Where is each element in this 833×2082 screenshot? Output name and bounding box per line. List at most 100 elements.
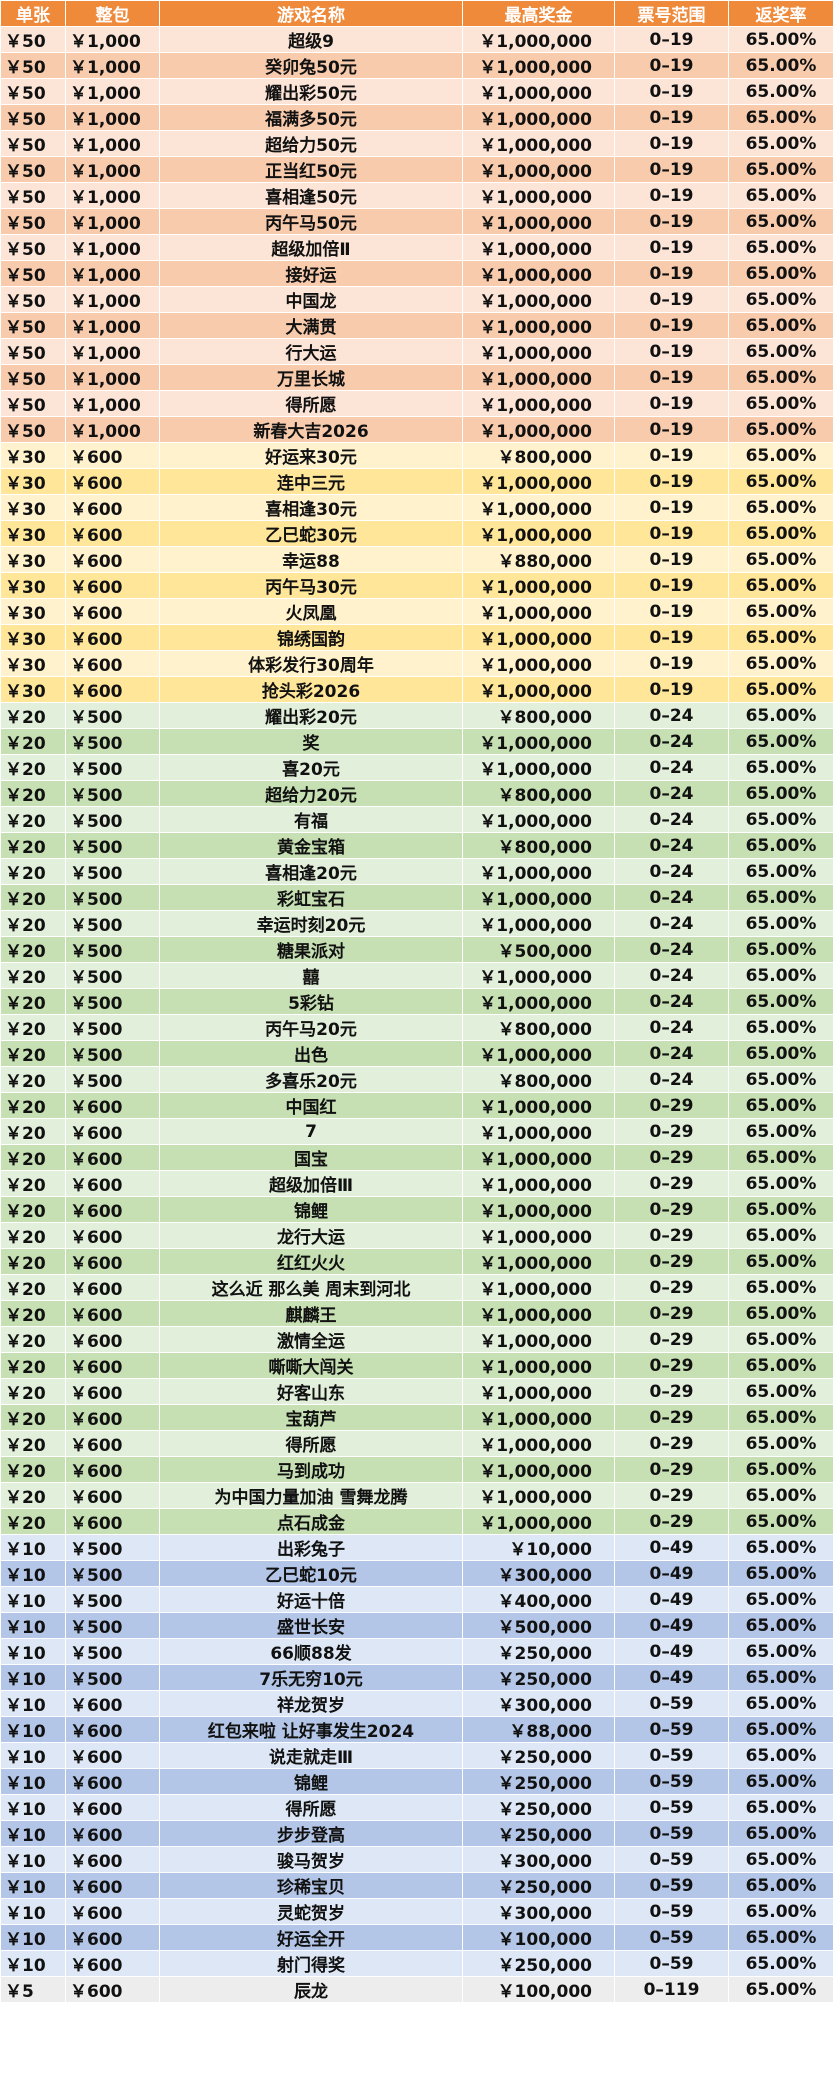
- table-cell: ￥20: [0, 1430, 66, 1457]
- table-cell: ￥1,000,000: [462, 520, 615, 547]
- table-row: ￥20 ￥600 国宝 ￥1,000,000 0–29 65.00%: [0, 1144, 833, 1171]
- table-cell: ￥1,000: [65, 234, 160, 261]
- table-cell: 超给力50元: [159, 130, 463, 157]
- table-cell: 这么近 那么美 周末到河北: [159, 1274, 463, 1301]
- table-cell: 丙午马50元: [159, 208, 463, 235]
- table-cell: ￥30: [0, 624, 66, 651]
- table-cell: ￥600: [65, 1456, 160, 1483]
- table-cell: ￥1,000,000: [462, 52, 615, 79]
- table-cell: 65.00%: [728, 546, 833, 573]
- table-cell: ￥20: [0, 1352, 66, 1379]
- table-cell: ￥1,000,000: [462, 598, 615, 625]
- table-cell: ￥30: [0, 650, 66, 677]
- table-cell: ￥600: [65, 1482, 160, 1509]
- table-cell: ￥30: [0, 546, 66, 573]
- table-cell: ￥300,000: [462, 1690, 615, 1717]
- table-cell: ￥1,000,000: [462, 1144, 615, 1171]
- table-cell: ￥600: [65, 1144, 160, 1171]
- table-cell: ￥10: [0, 1924, 66, 1951]
- table-cell: ￥500: [65, 910, 160, 937]
- table-cell: ￥10: [0, 1638, 66, 1665]
- table-cell: ￥250,000: [462, 1820, 615, 1847]
- table-cell: ￥600: [65, 1976, 160, 2003]
- table-row: ￥50 ￥1,000 接好运 ￥1,000,000 0–19 65.00%: [0, 260, 833, 287]
- table-cell: ￥1,000,000: [462, 182, 615, 209]
- table-row: ￥20 ￥600 马到成功 ￥1,000,000 0–29 65.00%: [0, 1456, 833, 1483]
- table-cell: ￥1,000: [65, 52, 160, 79]
- table-cell: ￥10: [0, 1950, 66, 1977]
- table-cell: 65.00%: [728, 1456, 833, 1483]
- table-cell: ￥500: [65, 728, 160, 755]
- table-row: ￥10 ￥600 灵蛇贺岁 ￥300,000 0–59 65.00%: [0, 1898, 833, 1925]
- table-cell: ￥100,000: [462, 1976, 615, 2003]
- table-cell: ￥20: [0, 1144, 66, 1171]
- table-cell: 65.00%: [728, 52, 833, 79]
- table-cell: 锦鲤: [159, 1196, 463, 1223]
- table-row: ￥20 ￥600 锦鲤 ￥1,000,000 0–29 65.00%: [0, 1196, 833, 1223]
- table-cell: 喜相逢30元: [159, 494, 463, 521]
- table-cell: ￥10: [0, 1534, 66, 1561]
- table-cell: 65.00%: [728, 676, 833, 703]
- table-cell: ￥600: [65, 1716, 160, 1743]
- table-cell: 0–19: [614, 390, 729, 417]
- table-cell: ￥10: [0, 1898, 66, 1925]
- table-cell: ￥50: [0, 390, 66, 417]
- table-cell: 0–24: [614, 1014, 729, 1041]
- table-cell: ￥600: [65, 1508, 160, 1535]
- table-cell: 65.00%: [728, 1430, 833, 1457]
- table-cell: ￥500: [65, 702, 160, 729]
- table-cell: ￥250,000: [462, 1872, 615, 1899]
- table-cell: ￥20: [0, 1404, 66, 1431]
- table-cell: 超给力20元: [159, 780, 463, 807]
- table-cell: 65.00%: [728, 780, 833, 807]
- table-cell: ￥20: [0, 1482, 66, 1509]
- table-cell: ￥1,000,000: [462, 1430, 615, 1457]
- table-cell: 丙午马30元: [159, 572, 463, 599]
- table-cell: ￥20: [0, 858, 66, 885]
- table-cell: ￥600: [65, 1924, 160, 1951]
- table-cell: 红包来啦 让好事发生2024: [159, 1716, 463, 1743]
- table-cell: ￥600: [65, 1846, 160, 1873]
- table-row: ￥10 ￥600 射门得奖 ￥250,000 0–59 65.00%: [0, 1950, 833, 1977]
- table-row: ￥50 ￥1,000 喜相逢50元 ￥1,000,000 0–19 65.00%: [0, 182, 833, 209]
- table-row: ￥20 ￥600 激情全运 ￥1,000,000 0–29 65.00%: [0, 1326, 833, 1353]
- table-cell: ￥600: [65, 1170, 160, 1197]
- table-cell: 0–19: [614, 104, 729, 131]
- table-cell: ￥500: [65, 858, 160, 885]
- table-row: ￥10 ￥500 66顺88发 ￥250,000 0–49 65.00%: [0, 1638, 833, 1665]
- table-row: ￥10 ￥500 7乐无穷10元 ￥250,000 0–49 65.00%: [0, 1664, 833, 1691]
- table-row: ￥50 ￥1,000 得所愿 ￥1,000,000 0–19 65.00%: [0, 390, 833, 417]
- table-cell: 火凤凰: [159, 598, 463, 625]
- table-cell: 65.00%: [728, 338, 833, 365]
- table-cell: 多喜乐20元: [159, 1066, 463, 1093]
- table-cell: ￥10: [0, 1586, 66, 1613]
- table-cell: 65.00%: [728, 104, 833, 131]
- table-cell: ￥250,000: [462, 1768, 615, 1795]
- table-cell: 0–24: [614, 754, 729, 781]
- table-cell: ￥600: [65, 1352, 160, 1379]
- table-cell: 0–29: [614, 1326, 729, 1353]
- table-cell: ￥30: [0, 572, 66, 599]
- table-cell: ￥1,000,000: [462, 130, 615, 157]
- table-cell: 0–19: [614, 416, 729, 443]
- table-cell: ￥1,000: [65, 260, 160, 287]
- table-cell: 65.00%: [728, 286, 833, 313]
- table-cell: 65.00%: [728, 1300, 833, 1327]
- table-cell: ￥500: [65, 1586, 160, 1613]
- table-cell: 0–59: [614, 1794, 729, 1821]
- table-row: ￥20 ￥500 出色 ￥1,000,000 0–24 65.00%: [0, 1040, 833, 1067]
- table-row: ￥20 ￥500 幸运时刻20元 ￥1,000,000 0–24 65.00%: [0, 910, 833, 937]
- table-row: ￥20 ￥600 中国红 ￥1,000,000 0–29 65.00%: [0, 1092, 833, 1119]
- table-cell: 0–24: [614, 884, 729, 911]
- table-cell: ￥600: [65, 1222, 160, 1249]
- table-cell: 65.00%: [728, 1846, 833, 1873]
- table-cell: 黄金宝箱: [159, 832, 463, 859]
- table-cell: ￥1,000,000: [462, 572, 615, 599]
- table-row: ￥20 ￥500 黄金宝箱 ￥800,000 0–24 65.00%: [0, 832, 833, 859]
- table-cell: ￥600: [65, 1118, 160, 1145]
- table-cell: ￥1,000,000: [462, 676, 615, 703]
- table-row: ￥20 ￥500 糖果派对 ￥500,000 0–24 65.00%: [0, 936, 833, 963]
- table-cell: ￥800,000: [462, 1066, 615, 1093]
- table-cell: ￥500,000: [462, 1612, 615, 1639]
- table-cell: ￥20: [0, 1508, 66, 1535]
